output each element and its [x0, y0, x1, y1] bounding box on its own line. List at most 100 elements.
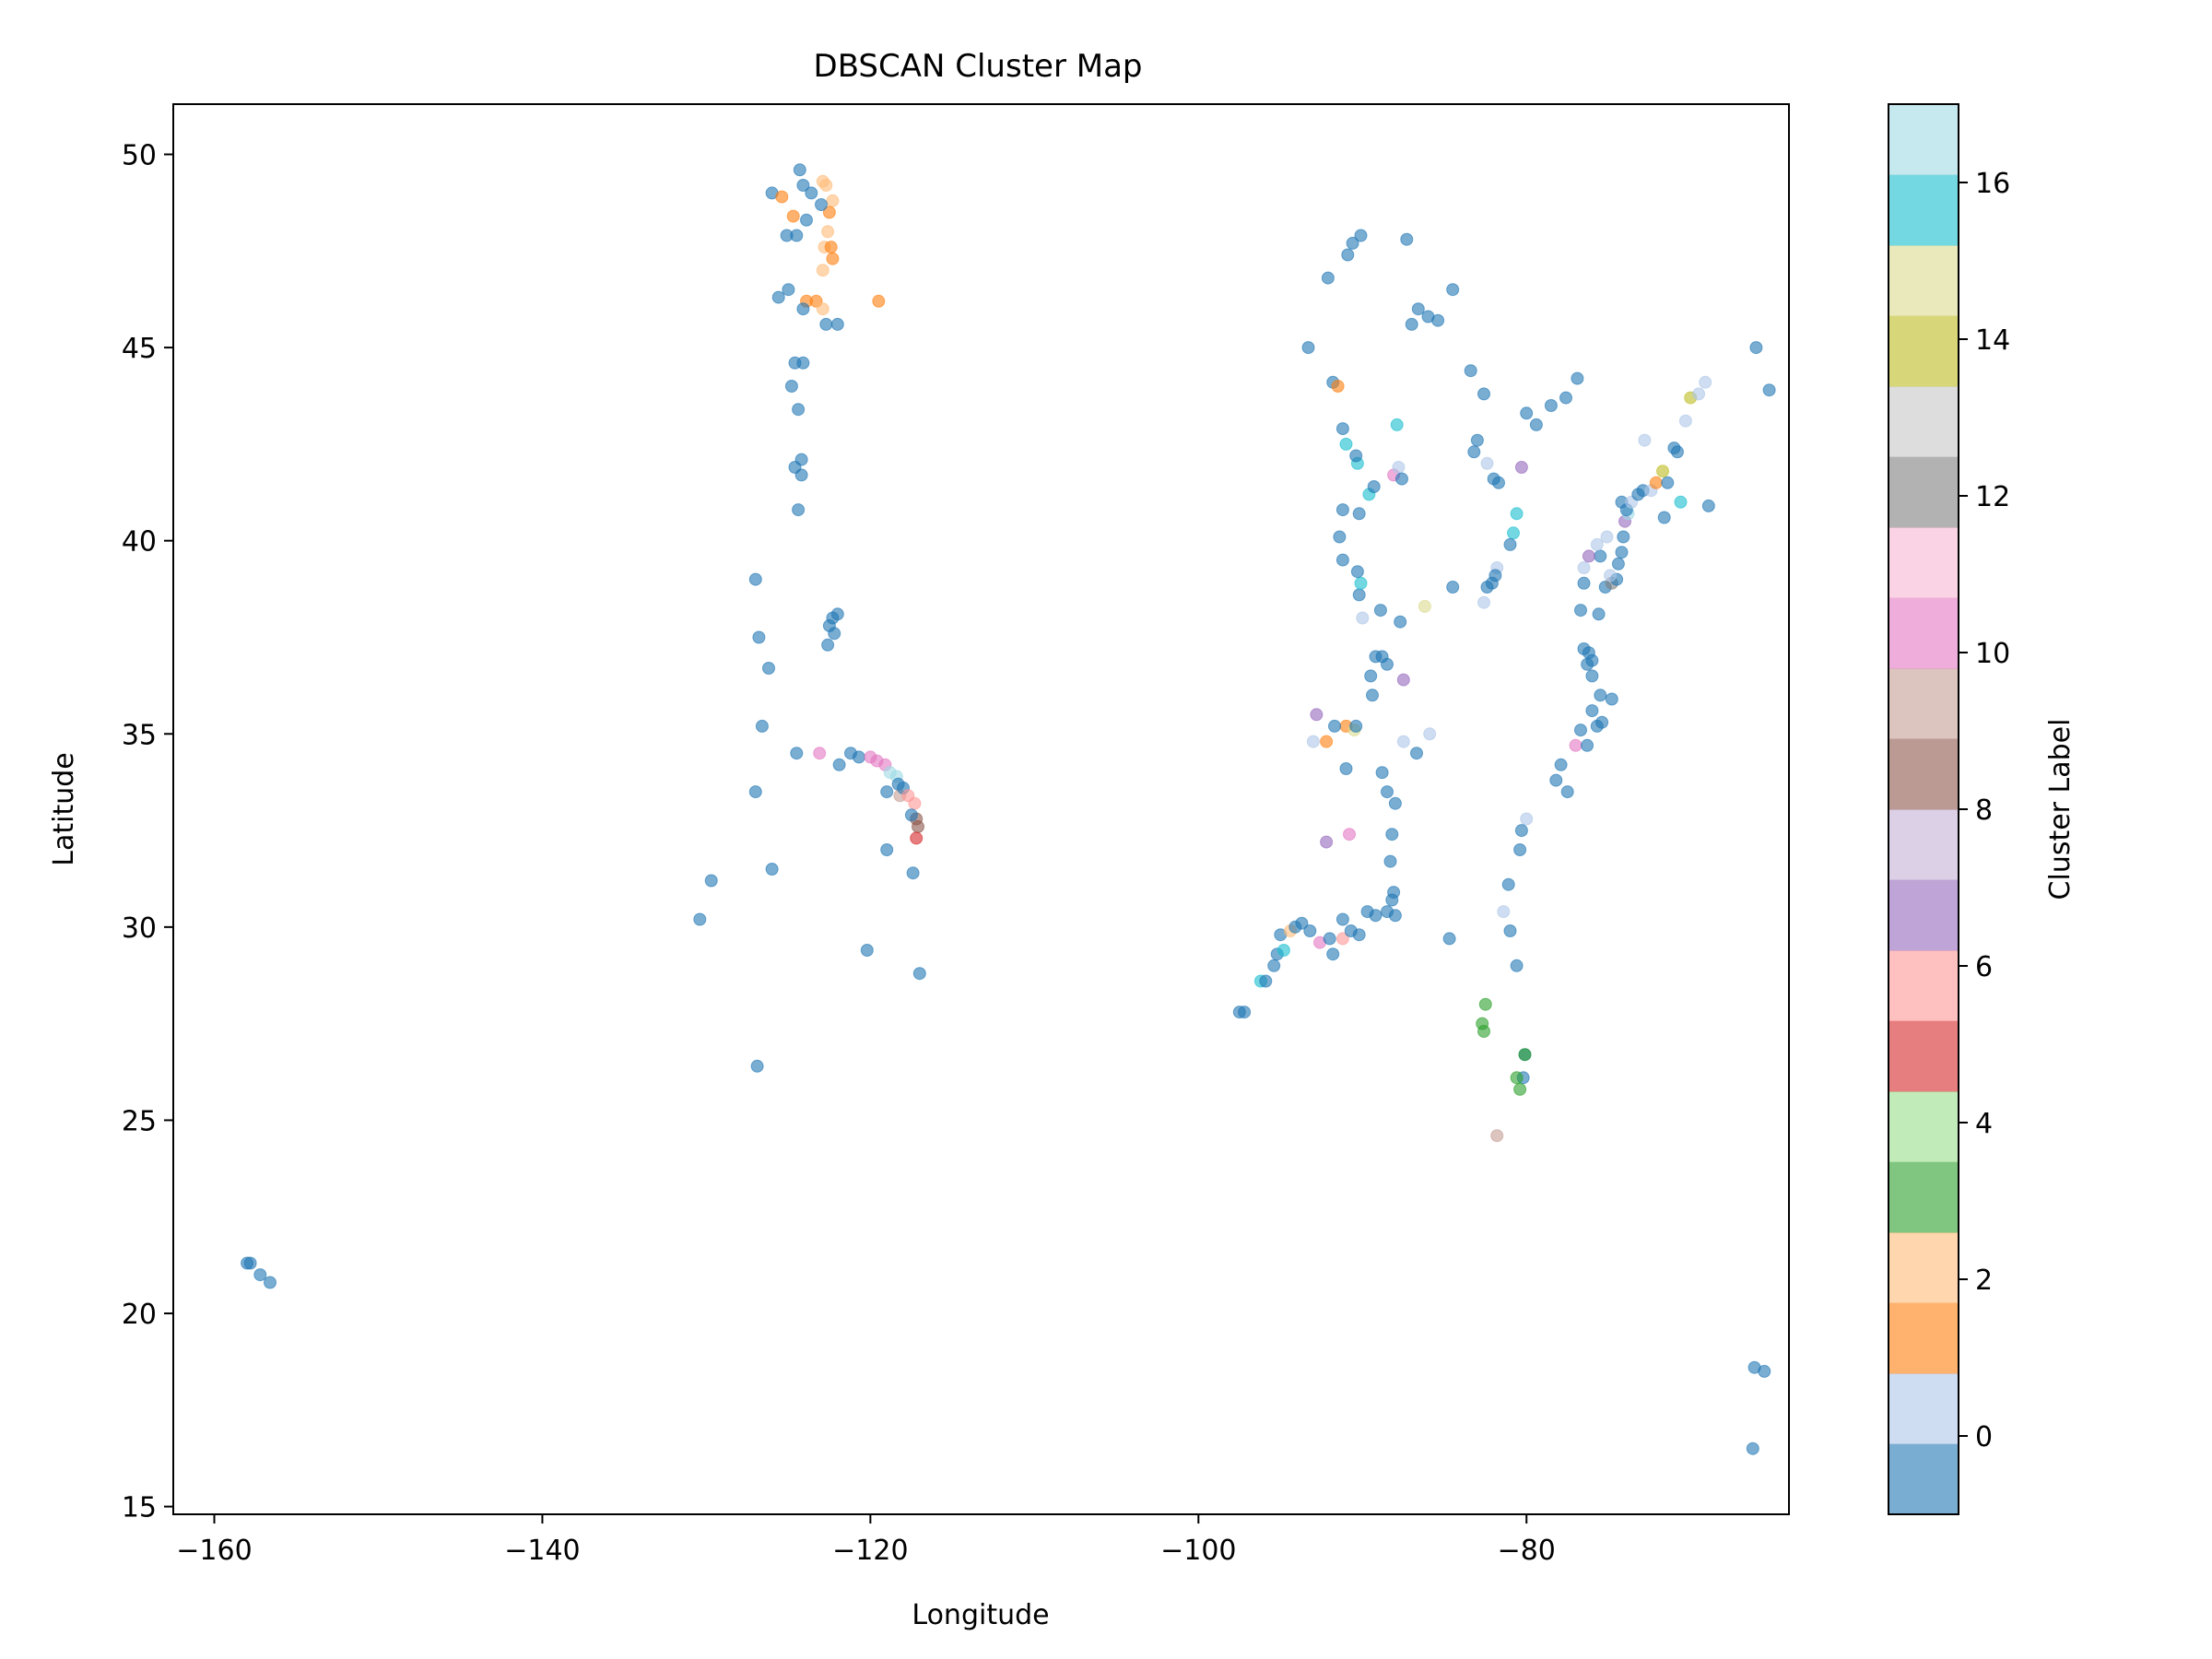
data-point — [910, 831, 924, 845]
data-point — [1267, 959, 1281, 972]
data-point — [752, 630, 766, 644]
data-point — [1350, 565, 1364, 579]
data-point — [1615, 546, 1629, 559]
data-point — [1574, 724, 1587, 737]
plot-frame — [172, 103, 1790, 1515]
data-point — [1369, 909, 1382, 923]
data-point — [880, 843, 894, 856]
data-point — [750, 1059, 764, 1073]
data-point — [1674, 495, 1688, 509]
y-tick-label: 25 — [122, 1105, 157, 1137]
data-point — [1507, 526, 1520, 540]
data-point — [1617, 530, 1630, 544]
data-point — [1381, 785, 1394, 799]
data-point — [1657, 511, 1671, 524]
colorbar-tick-label: 6 — [1975, 951, 1993, 983]
data-point — [1701, 499, 1715, 512]
data-point — [1352, 928, 1366, 942]
colorbar-segment — [1888, 315, 1959, 387]
data-point — [1333, 530, 1347, 544]
data-point — [1585, 653, 1599, 667]
data-point — [1464, 364, 1477, 378]
data-point — [1387, 886, 1401, 900]
data-point — [1320, 735, 1334, 748]
colorbar-segment — [1888, 1091, 1959, 1162]
data-point — [1487, 472, 1500, 486]
colorbar-tick-label: 2 — [1975, 1265, 1993, 1297]
data-point — [1388, 796, 1402, 810]
colorbar-segment — [1888, 1020, 1959, 1092]
data-point — [1577, 576, 1591, 590]
data-point — [1373, 604, 1387, 618]
data-point — [1692, 387, 1706, 401]
data-point — [1514, 461, 1528, 474]
colorbar-segment — [1888, 809, 1959, 880]
data-point — [1346, 236, 1359, 250]
data-point — [1277, 944, 1290, 957]
data-point — [1400, 232, 1414, 246]
data-point — [1520, 812, 1534, 826]
data-point — [1549, 773, 1563, 787]
data-point — [1467, 445, 1481, 459]
data-point — [1396, 673, 1410, 687]
colorbar-tick-label: 12 — [1975, 481, 2010, 513]
colorbar-segment — [1888, 104, 1959, 175]
data-point — [1611, 557, 1625, 571]
data-point — [1306, 735, 1320, 748]
data-point — [1594, 688, 1607, 702]
data-point — [1520, 406, 1534, 420]
colorbar-segment — [1888, 1443, 1959, 1515]
data-point — [264, 1276, 276, 1289]
data-point — [1762, 383, 1776, 397]
data-point — [1388, 909, 1402, 923]
data-point — [1758, 1364, 1771, 1378]
colorbar-label: Cluster Label — [2044, 719, 2077, 900]
data-point — [693, 912, 707, 926]
data-point — [1577, 561, 1591, 574]
colorbar-ticks: 0 2 4 6 8 10 12 14 16 — [1959, 168, 2010, 1453]
data-point — [1590, 537, 1604, 551]
data-point — [1385, 828, 1399, 841]
data-point — [1390, 418, 1404, 431]
data-point — [1349, 449, 1363, 463]
data-point — [1349, 719, 1363, 733]
data-point — [1392, 461, 1406, 474]
data-point — [1656, 465, 1669, 478]
data-point — [755, 719, 769, 733]
data-point — [1544, 399, 1558, 412]
data-point — [819, 317, 833, 331]
data-point — [816, 264, 830, 277]
data-point — [1678, 414, 1692, 428]
data-point — [826, 252, 840, 265]
x-tick-label: −80 — [1498, 1535, 1556, 1567]
data-point — [819, 179, 833, 192]
data-point — [1405, 317, 1418, 331]
data-point — [1303, 924, 1317, 937]
colorbar-segment — [1888, 668, 1959, 739]
data-point — [1395, 472, 1408, 486]
data-point — [816, 302, 830, 316]
data-point — [794, 468, 808, 482]
y-tick-label: 50 — [122, 139, 157, 171]
data-point — [906, 866, 920, 880]
data-point — [1339, 437, 1353, 451]
data-point — [1431, 313, 1445, 327]
data-point — [1341, 248, 1355, 262]
data-point — [796, 356, 810, 370]
data-point — [243, 1256, 257, 1270]
data-point — [1446, 581, 1460, 594]
x-tick-label: −140 — [504, 1535, 580, 1567]
data-point — [793, 163, 806, 177]
data-point — [1396, 735, 1410, 748]
data-point — [1470, 433, 1484, 447]
data-point — [824, 241, 838, 254]
x-tick-label: −120 — [832, 1535, 908, 1567]
data-point — [1323, 932, 1336, 946]
data-point — [1671, 445, 1684, 459]
data-point — [1238, 1006, 1252, 1019]
data-point — [1423, 727, 1437, 741]
data-point — [1367, 480, 1381, 493]
data-point — [1585, 669, 1599, 683]
data-point — [880, 785, 894, 799]
